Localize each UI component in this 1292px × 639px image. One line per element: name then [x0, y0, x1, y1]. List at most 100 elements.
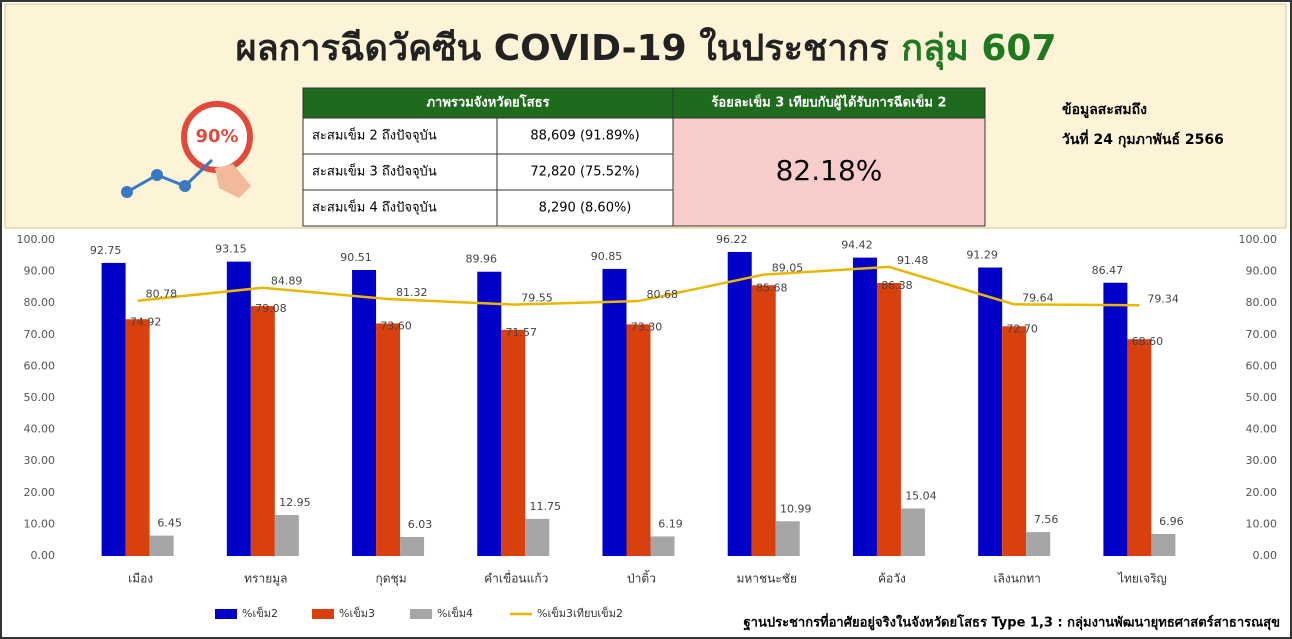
title: ผลการฉีดวัคซีน COVID-19 ในประชากร กลุ่ม … — [235, 26, 1056, 71]
bar — [650, 536, 675, 556]
y2-tick-label: 50.00 — [1246, 391, 1278, 404]
data-label: 90.51 — [340, 251, 372, 264]
x-tick-label: เลิงนกทา — [993, 572, 1040, 586]
data-label: 6.45 — [157, 517, 182, 530]
data-label: 89.05 — [772, 262, 804, 275]
table-cell-text: สะสมเข็ม 4 ถึงปัจจุบัน — [312, 198, 437, 216]
icon-dot — [121, 186, 133, 198]
bar — [1002, 326, 1027, 556]
x-tick-label: คำเขื่อนแก้ว — [484, 570, 548, 586]
y2-tick-label: 90.00 — [1246, 265, 1278, 278]
table-cell — [302, 189, 498, 227]
data-label: 96.22 — [716, 233, 748, 246]
legend-label: %เข็ม2 — [242, 606, 278, 620]
bar — [1151, 534, 1176, 556]
bar — [400, 536, 425, 556]
table-header-cell — [672, 87, 986, 119]
x-tick-label: มหาชนะชัย — [736, 572, 797, 586]
data-label: 79.55 — [521, 292, 553, 305]
y-tick-label: 30.00 — [24, 454, 56, 467]
data-label: 12.95 — [279, 496, 311, 509]
bar — [149, 535, 174, 556]
bar — [876, 283, 901, 556]
data-label: 86.38 — [881, 279, 913, 292]
data-label: 6.96 — [1159, 515, 1184, 528]
table-cell-text: 88,609 (91.89%) — [530, 129, 639, 144]
legend-label: %เข็ม3เทียบเข็ม2 — [537, 606, 623, 620]
bar — [852, 257, 877, 556]
y2-tick-label: 0.00 — [1253, 549, 1278, 562]
bar — [727, 251, 752, 556]
y-tick-label: 10.00 — [24, 517, 56, 530]
x-tick-label: ป่าติ้ว — [627, 570, 656, 586]
highlight-cell — [672, 117, 986, 227]
table-cell-text: สะสมเข็ม 2 ถึงปัจจุบัน — [312, 126, 437, 144]
icon-dot — [151, 169, 163, 181]
y-tick-label: 40.00 — [24, 423, 56, 436]
x-tick-label: เมือง — [128, 572, 153, 586]
y-tick-label: 0.00 — [31, 549, 56, 562]
icon-label: 90% — [195, 126, 238, 147]
data-label: 84.89 — [271, 275, 303, 288]
bar — [751, 285, 776, 556]
bar — [250, 306, 275, 556]
y-tick-label: 100.00 — [17, 233, 56, 246]
data-label: 80.68 — [647, 288, 679, 301]
bar — [1103, 282, 1128, 556]
chart: 0.00 10.00 20.00 30.00 40.00 50.00 60.00 70.00 8… — [17, 233, 1278, 620]
bar — [101, 262, 126, 556]
y2-tick-label: 10.00 — [1246, 517, 1278, 530]
data-label: 15.04 — [905, 489, 937, 502]
bar — [125, 319, 150, 556]
data-label: 93.15 — [215, 243, 247, 256]
bar — [376, 323, 401, 556]
table-cell-text: 8,290 (8.60%) — [539, 201, 632, 216]
bar — [525, 518, 550, 556]
data-label: 80.78 — [146, 288, 178, 301]
table-cell-text: สะสมเข็ม 3 ถึงปัจจุบัน — [312, 162, 437, 180]
x-tick-label: ค้อวัง — [878, 572, 906, 586]
y-tick-label: 90.00 — [24, 265, 56, 278]
title-group: กลุ่ม 607 — [901, 28, 1056, 71]
icon-hand — [215, 164, 251, 198]
y-tick-label: 20.00 — [24, 486, 56, 499]
data-label: 74.92 — [130, 315, 162, 328]
data-label: 79.08 — [255, 302, 287, 315]
data-label: 92.75 — [90, 244, 122, 257]
data-label: 68.60 — [1132, 335, 1164, 348]
note: วันที่ 24 กุมภาพันธ์ 2566 — [1062, 129, 1224, 148]
data-label: 11.75 — [530, 500, 562, 513]
data-label: 85.68 — [756, 281, 788, 294]
footer-note: ฐานประชากรที่อาศัยอยู่จริงในจังหวัดยโสธร… — [744, 613, 1281, 632]
y2-tick-label: 100.00 — [1239, 233, 1278, 246]
line — [137, 265, 1140, 307]
y-tick-label: 80.00 — [24, 296, 56, 309]
bar — [978, 267, 1003, 556]
data-label: 7.56 — [1034, 513, 1059, 526]
table-cell-text: 72,820 (75.52%) — [530, 165, 639, 180]
bar — [352, 269, 377, 556]
title-main: ผลการฉีดวัคซีน COVID-19 ในประชากร — [235, 26, 889, 69]
y-tick-label: 50.00 — [24, 391, 56, 404]
data-label: 10.99 — [780, 502, 812, 515]
legend-label: %เข็ม3 — [339, 606, 375, 620]
y-tick-label: 70.00 — [24, 328, 56, 341]
legend-swatch — [215, 609, 237, 619]
data-label: 79.34 — [1147, 292, 1179, 305]
y2-tick-label: 40.00 — [1246, 423, 1278, 436]
legend-swatch — [410, 609, 432, 619]
bar — [274, 515, 299, 556]
y2-tick-label: 80.00 — [1246, 296, 1278, 309]
data-label: 91.48 — [897, 254, 929, 267]
data-label: 91.29 — [966, 249, 998, 262]
x-tick-label: กุดชุม — [375, 572, 406, 587]
data-label: 6.19 — [658, 517, 683, 530]
table-header: ภาพรวมจังหวัดยโสธร — [426, 94, 549, 111]
data-label: 71.57 — [506, 326, 538, 339]
bar — [226, 261, 251, 556]
y2-tick-label: 60.00 — [1246, 359, 1278, 372]
y2-tick-label: 70.00 — [1246, 328, 1278, 341]
icon-dot — [179, 180, 191, 192]
bar — [1026, 532, 1051, 556]
y2-tick-label: 30.00 — [1246, 454, 1278, 467]
